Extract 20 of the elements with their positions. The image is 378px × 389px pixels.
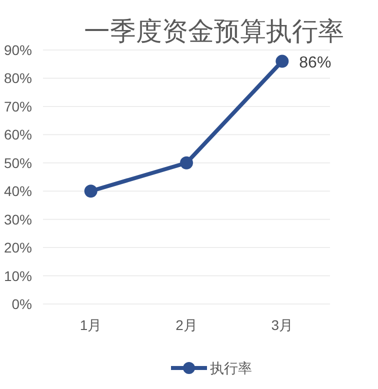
legend-label: 执行率 <box>210 360 252 376</box>
x-tick-label: 1月 <box>80 317 102 333</box>
point <box>180 156 193 170</box>
y-tick-label: 80% <box>4 70 32 86</box>
point <box>276 54 289 68</box>
y-tick-label: 0% <box>12 296 32 312</box>
x-tick-label: 3月 <box>271 317 294 333</box>
y-tick-label: 10% <box>4 268 32 284</box>
data-label: 86% <box>299 54 332 72</box>
x-tick-label: 2月 <box>176 317 198 333</box>
y-tick-label: 20% <box>4 240 32 256</box>
point <box>84 184 98 198</box>
legend: 执行率 <box>171 360 252 376</box>
chart-title: 一季度资金预算执行率 <box>84 16 344 46</box>
y-tick-label: 40% <box>4 183 32 200</box>
y-tick-label: 30% <box>4 211 32 228</box>
y-tick-label: 50% <box>4 154 32 171</box>
y-tick-label: 90% <box>4 42 32 58</box>
y-tick-label: 60% <box>4 126 32 143</box>
y-tick-label: 70% <box>4 98 32 114</box>
